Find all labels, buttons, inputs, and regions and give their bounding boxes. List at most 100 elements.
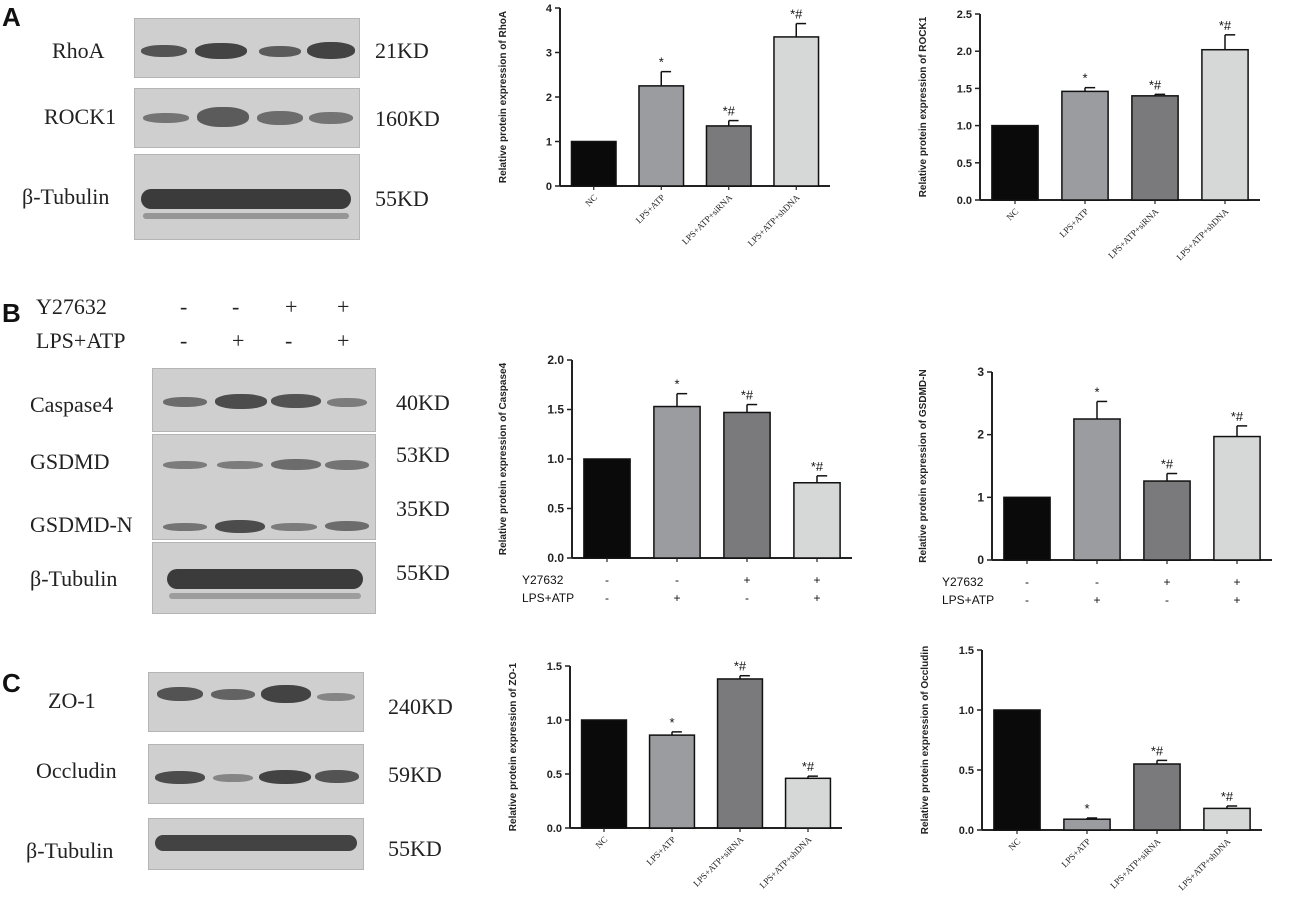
sign: - — [285, 328, 293, 353]
bar — [1061, 90, 1109, 201]
treatment-label-y27632: Y27632 — [36, 294, 107, 319]
treatment-sign: + — [813, 591, 820, 605]
panel-label-a: A — [2, 2, 21, 32]
treatment-sign: + — [1093, 593, 1100, 607]
x-category-label: LPS+ATP — [644, 834, 677, 867]
treatment-label-lpsatp: LPS+ATP — [36, 328, 126, 353]
sign: + — [337, 328, 350, 353]
treatment-sign: + — [813, 573, 820, 587]
chart-gsdmdn: Relative protein expression of GSDMD-N 0 1… — [918, 365, 1272, 607]
sign: + — [232, 328, 245, 353]
significance-label: *# — [1221, 789, 1234, 804]
bar — [1073, 418, 1121, 561]
x-category-label: LPS+ATP+shDNA — [1176, 836, 1232, 892]
treatment-sign: - — [745, 591, 749, 605]
significance-label: *# — [811, 459, 824, 474]
y-tick-label: 1 — [977, 490, 984, 504]
sign: - — [180, 328, 188, 353]
kd-label-caspase4: 40KD — [396, 390, 450, 415]
bar — [570, 140, 617, 187]
kd-label-rock1: 160KD — [375, 106, 440, 131]
significance-label: *# — [1219, 18, 1232, 33]
y-axis-label: Relative protein expression of Caspase4 — [498, 362, 509, 555]
treatment-sign: - — [1025, 575, 1029, 589]
blot-strip-tubulin-a — [134, 154, 360, 240]
y-tick-label: 1.0 — [547, 715, 562, 727]
protein-label-rhoa: RhoA — [52, 38, 105, 63]
bar — [1143, 480, 1191, 561]
y-axis-label: Relative protein expression of ZO-1 — [508, 662, 519, 831]
panel-label-c: C — [2, 668, 21, 698]
y-tick-label: 0.5 — [547, 502, 564, 516]
kd-label-occludin: 59KD — [388, 762, 442, 787]
y-tick-label: 2.5 — [957, 9, 972, 21]
protein-label-tubulin-b: β-Tubulin — [30, 566, 118, 591]
bar — [793, 482, 841, 559]
x-category-label: LPS+ATP — [1057, 206, 1090, 239]
significance-label: * — [1084, 801, 1089, 816]
significance-label: *# — [790, 7, 803, 22]
bar — [1213, 435, 1261, 561]
treatment-sign: + — [673, 591, 680, 605]
significance-label: * — [1094, 384, 1099, 399]
bar — [1201, 48, 1249, 201]
bar — [991, 124, 1039, 201]
kd-label-gsdmd: 53KD — [396, 442, 450, 467]
bar — [1203, 807, 1251, 831]
chart-occludin: Relative protein expression of Occludin 0… — [920, 645, 1262, 892]
y-tick-label: 1.0 — [959, 705, 974, 717]
significance-label: *# — [1161, 457, 1174, 472]
protein-label-gsdmd-n: GSDMD-N — [30, 512, 133, 537]
significance-label: * — [669, 715, 674, 730]
bar — [784, 777, 832, 829]
treatment-row-label: LPS+ATP — [942, 593, 994, 607]
bar — [993, 709, 1041, 831]
significance-label: * — [1082, 71, 1087, 86]
significance-label: *# — [802, 759, 815, 774]
sign: - — [180, 294, 188, 319]
blot-strip-gsdmd — [152, 434, 376, 540]
treatment-row-label: Y27632 — [522, 573, 564, 587]
significance-label: * — [659, 55, 664, 70]
x-category-label: LPS+ATP+shDNA — [757, 834, 813, 890]
y-tick-label: 4 — [546, 3, 553, 15]
bar — [638, 85, 685, 187]
treatment-sign: + — [1233, 593, 1240, 607]
kd-label-tubulin-b: 55KD — [396, 560, 450, 585]
y-tick-label: 1.5 — [959, 645, 974, 657]
y-axis-label: Relative protein expression of GSDMD-N — [918, 369, 929, 562]
blot-strip-tubulin-b — [152, 542, 376, 614]
y-tick-label: 0 — [977, 553, 984, 567]
y-tick-label: 1.5 — [547, 661, 562, 673]
significance-label: *# — [1149, 77, 1162, 92]
y-tick-label: 3 — [977, 365, 984, 379]
x-category-label: NC — [1004, 206, 1020, 222]
chart-rock1: Relative protein expression of ROCK1 0.0 0… — [918, 9, 1260, 262]
y-tick-label: 0.5 — [957, 158, 972, 170]
protein-label-gsdmd: GSDMD — [30, 449, 110, 474]
kd-label-zo1: 240KD — [388, 694, 453, 719]
y-tick-label: 2.0 — [547, 353, 564, 367]
kd-label-tubulin-a: 55KD — [375, 186, 429, 211]
bar — [648, 734, 696, 829]
blot-strip-caspase4 — [152, 368, 376, 432]
y-axis-label: Relative protein expression of RhoA — [498, 11, 509, 183]
bar — [653, 405, 701, 559]
treatment-sign: - — [675, 573, 679, 587]
treatment-sign: - — [1025, 593, 1029, 607]
x-category-label: NC — [593, 834, 609, 850]
y-tick-label: 1.0 — [957, 121, 972, 133]
y-tick-label: 1 — [546, 137, 552, 149]
y-tick-label: 0.0 — [957, 195, 972, 207]
y-tick-label: 2 — [977, 428, 984, 442]
x-category-label: NC — [1006, 836, 1022, 852]
significance-label: *# — [734, 659, 747, 674]
blot-strip-zo1 — [148, 672, 364, 732]
treatment-sign: - — [605, 573, 609, 587]
x-category-label: LPS+ATP — [634, 192, 667, 225]
panel-label-b: B — [2, 298, 21, 328]
y-tick-label: 2 — [546, 92, 552, 104]
sign: + — [285, 294, 298, 319]
bar — [716, 678, 764, 829]
bar — [1063, 818, 1111, 831]
